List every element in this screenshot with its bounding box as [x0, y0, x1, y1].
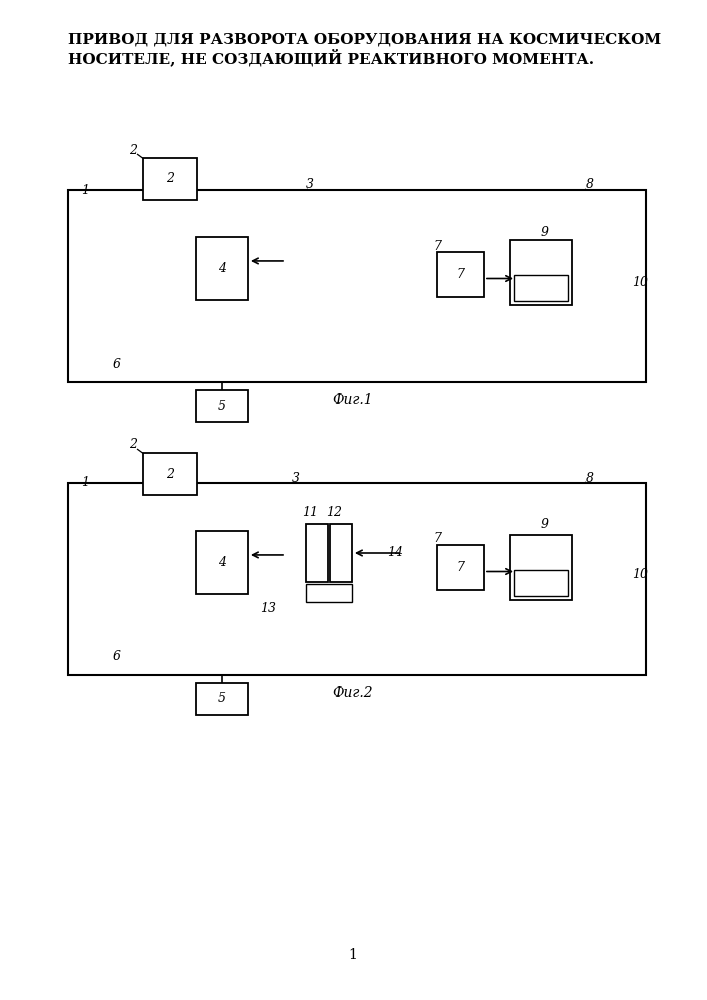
Text: 7: 7: [433, 239, 441, 252]
Text: 11: 11: [302, 506, 318, 520]
Bar: [68, 483, 646, 675]
Text: 5: 5: [218, 399, 226, 412]
Text: 2: 2: [129, 143, 137, 156]
Text: ПРИВОД ДЛЯ РАЗВОРОТА ОБОРУДОВАНИЯ НА КОСМИЧЕСКОМ: ПРИВОД ДЛЯ РАЗВОРОТА ОБОРУДОВАНИЯ НА КОС…: [68, 33, 661, 47]
Text: Фиг.1: Фиг.1: [333, 393, 373, 407]
Bar: [330, 524, 352, 582]
Text: 7: 7: [433, 532, 441, 546]
Text: 10: 10: [632, 275, 648, 288]
Bar: [196, 237, 248, 300]
Text: 14: 14: [387, 546, 403, 560]
Text: 6: 6: [113, 358, 121, 370]
Text: 12: 12: [326, 506, 342, 520]
Text: 7: 7: [457, 561, 464, 574]
Bar: [514, 275, 568, 301]
Text: 2: 2: [166, 172, 174, 186]
Text: 6: 6: [113, 650, 121, 664]
Text: 1: 1: [81, 184, 89, 196]
Text: 9: 9: [541, 226, 549, 238]
Text: НОСИТЕЛЕ, НЕ СОЗДАЮЩИЙ РЕАКТИВНОГО МОМЕНТА.: НОСИТЕЛЕ, НЕ СОЗДАЮЩИЙ РЕАКТИВНОГО МОМЕН…: [68, 48, 594, 66]
Text: 4: 4: [218, 262, 226, 275]
Text: 3: 3: [306, 178, 314, 192]
Bar: [68, 190, 646, 382]
Text: 1: 1: [81, 477, 89, 489]
Text: 2: 2: [129, 438, 137, 452]
Text: 7: 7: [457, 268, 464, 281]
Bar: [514, 570, 568, 596]
Text: 13: 13: [260, 601, 276, 614]
Bar: [143, 453, 197, 495]
Text: 8: 8: [586, 472, 594, 485]
Bar: [143, 158, 197, 200]
Bar: [196, 390, 248, 422]
Bar: [306, 524, 328, 582]
Text: 3: 3: [292, 472, 300, 485]
Bar: [510, 240, 572, 305]
Text: 5: 5: [218, 692, 226, 706]
Text: 8: 8: [586, 178, 594, 192]
Bar: [510, 535, 572, 600]
Bar: [437, 252, 484, 297]
Bar: [437, 545, 484, 590]
Text: 4: 4: [218, 556, 226, 569]
Text: 1: 1: [349, 948, 358, 962]
Bar: [306, 584, 352, 602]
Text: 2: 2: [166, 468, 174, 481]
Text: Фиг.2: Фиг.2: [333, 686, 373, 700]
Text: 10: 10: [632, 568, 648, 582]
Text: 9: 9: [541, 518, 549, 532]
Bar: [196, 683, 248, 715]
Bar: [196, 531, 248, 594]
